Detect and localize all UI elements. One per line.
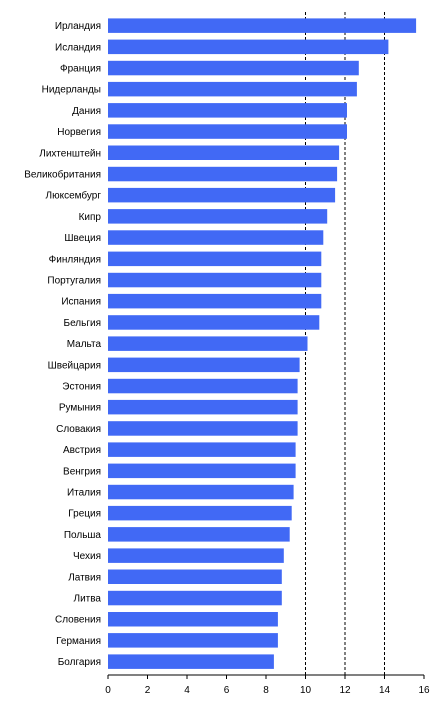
category-labels: Ирландия Исландия Франция Нидерланды Дания Но… bbox=[24, 21, 101, 668]
category-label: Литва bbox=[74, 594, 102, 605]
x-tick-label: 12 bbox=[339, 685, 351, 696]
bar bbox=[108, 357, 300, 373]
bar bbox=[108, 81, 357, 97]
bar bbox=[108, 39, 389, 55]
bar bbox=[108, 569, 282, 584]
bar bbox=[108, 315, 320, 330]
x-tick-label: 0 bbox=[105, 685, 111, 696]
category-label: Эстония bbox=[62, 382, 101, 393]
x-tick-label: 2 bbox=[145, 685, 151, 696]
bar bbox=[108, 251, 322, 267]
category-label: Болгария bbox=[58, 657, 101, 668]
category-label: Словения bbox=[55, 615, 101, 626]
bar bbox=[108, 18, 417, 33]
category-label: Ирландия bbox=[55, 21, 101, 32]
x-tick-label: 6 bbox=[224, 685, 230, 696]
category-label: Латвия bbox=[68, 572, 101, 583]
x-tick-label: 16 bbox=[418, 685, 430, 696]
category-label: Словакия bbox=[56, 424, 101, 435]
bar bbox=[108, 484, 294, 500]
bar bbox=[108, 505, 292, 521]
bar bbox=[108, 590, 282, 606]
bar bbox=[108, 442, 296, 457]
bar bbox=[108, 654, 274, 669]
category-label: Германия bbox=[56, 636, 101, 647]
bar bbox=[108, 60, 359, 76]
category-label: Финляндия bbox=[49, 254, 101, 265]
category-label: Австрия bbox=[63, 445, 101, 456]
bar bbox=[108, 378, 298, 394]
bar bbox=[108, 463, 296, 479]
bar bbox=[108, 209, 328, 224]
category-label: Лихтенштейн bbox=[39, 148, 101, 159]
x-axis: 0 2 4 6 8 10 12 14 16 bbox=[105, 674, 430, 696]
bar bbox=[108, 124, 347, 139]
category-label: Мальта bbox=[67, 339, 102, 350]
bar bbox=[108, 399, 298, 415]
bar bbox=[108, 548, 284, 563]
category-label: Швеция bbox=[64, 233, 101, 244]
bar bbox=[108, 336, 308, 351]
category-label: Люксембург bbox=[46, 190, 102, 202]
category-label: Кипр bbox=[79, 212, 102, 223]
category-label: Дания bbox=[72, 106, 101, 117]
bar bbox=[108, 230, 324, 245]
category-label: Польша bbox=[64, 530, 102, 541]
x-tick-label: 4 bbox=[184, 685, 190, 696]
bar bbox=[108, 633, 278, 648]
category-label: Бельгия bbox=[64, 318, 102, 329]
bar bbox=[108, 272, 322, 288]
bar bbox=[108, 166, 338, 182]
bar bbox=[108, 187, 336, 203]
category-label: Испания bbox=[61, 297, 101, 308]
bar bbox=[108, 421, 298, 436]
bar bbox=[108, 103, 347, 118]
category-label: Норвегия bbox=[57, 127, 101, 138]
bar bbox=[108, 612, 278, 627]
x-tick-label: 10 bbox=[300, 685, 312, 696]
category-label: Румыния bbox=[59, 403, 101, 414]
category-label: Греция bbox=[68, 509, 101, 520]
category-label: Италия bbox=[67, 488, 101, 499]
bar bbox=[108, 527, 290, 542]
category-label: Чехия bbox=[73, 551, 101, 562]
bar bbox=[108, 293, 322, 309]
category-label: Исландия bbox=[55, 42, 101, 53]
category-label: Венгрия bbox=[63, 466, 101, 477]
bar bbox=[108, 145, 340, 160]
bars bbox=[108, 18, 417, 669]
x-tick-label: 14 bbox=[379, 685, 391, 696]
category-label: Швейцария bbox=[48, 360, 101, 371]
category-label: Нидерланды bbox=[42, 85, 101, 96]
category-label: Великобритания bbox=[24, 169, 101, 181]
category-label: Франция bbox=[60, 64, 101, 75]
category-label: Португалия bbox=[47, 276, 101, 287]
x-tick-label: 8 bbox=[263, 685, 269, 696]
